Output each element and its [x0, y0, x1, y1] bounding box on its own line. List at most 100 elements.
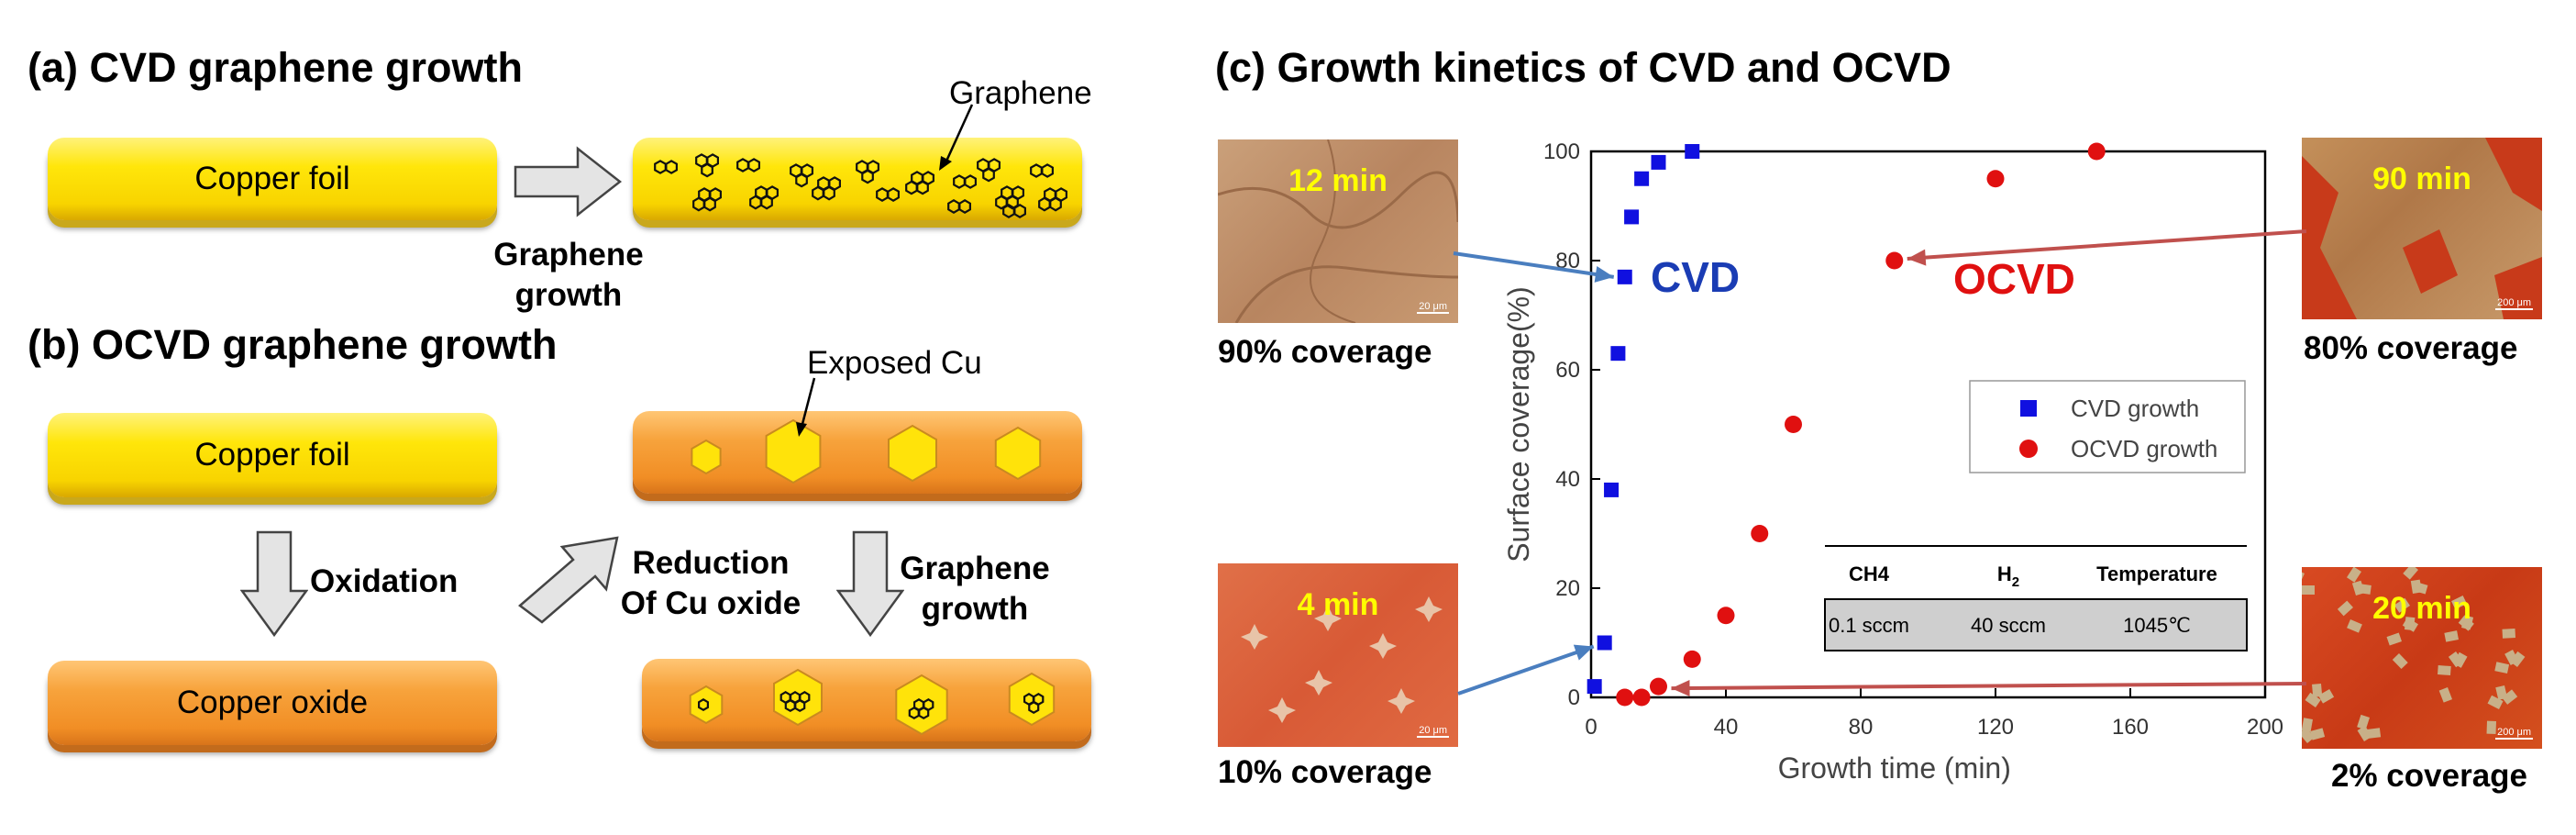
x-tick-label: 80: [1849, 715, 1874, 740]
exposed-cu-hexagon: [1008, 672, 1056, 727]
graphene-domain: [2392, 653, 2408, 670]
y-axis-label: Surface coverage(%): [1502, 286, 1535, 562]
graphene-ring: [958, 199, 971, 214]
graphene-ring: [1028, 701, 1040, 714]
ocvd-pointer-arrow: [1671, 682, 2307, 691]
cvd-data-point: [1685, 144, 1700, 159]
cvd-data-point: [1587, 679, 1602, 695]
graphene-domain: [2305, 692, 2321, 707]
exposed-cu-pointer-arrow: [796, 377, 816, 437]
panel-c-title: (c) Growth kinetics of CVD and OCVD: [1215, 44, 1951, 91]
cvd-annotation: CVD: [1651, 253, 1740, 301]
ocvd-pointer-arrow-head: [1671, 679, 1690, 696]
micrograph-12min: 12 min 20 μm: [1218, 139, 1458, 323]
graphene-ring: [812, 185, 824, 201]
ocvd-pointer-arrow: [1907, 229, 2307, 261]
coverage-80-label: 80% coverage: [2304, 330, 2518, 366]
table-cell: 0.1 sccm: [1829, 614, 1909, 637]
cvd-pointer-arrow-head: [1594, 266, 1614, 283]
y-tick-label: 100: [1543, 139, 1580, 164]
graphene-ring: [908, 707, 920, 719]
ocvd-pointer-arrow-head: [1907, 249, 1927, 266]
graphene-domain: [2501, 689, 2518, 705]
legend-marker: [2020, 400, 2037, 417]
graphene-ring: [887, 187, 900, 202]
cvd-pointer-arrow-head: [1573, 644, 1594, 661]
x-tick-label: 120: [1977, 715, 2014, 740]
graphene-domain: [2302, 727, 2315, 743]
graphene-domain: [2495, 685, 2508, 700]
exposed-cu-hexagon: [888, 424, 937, 483]
down-arrow-icon: [240, 530, 308, 638]
graphene-domain: [2487, 695, 2504, 709]
graphene-domain: [2386, 632, 2402, 646]
graphene-ring: [779, 691, 791, 704]
graphene-ring: [795, 173, 808, 188]
cvd-data-point: [1624, 209, 1640, 225]
scale-bar: 200 μm: [2495, 297, 2533, 310]
ocvd-annotation: OCVD: [1953, 255, 2075, 303]
exposed-cu-label: Exposed Cu: [807, 345, 982, 381]
ocvd-data-point: [1683, 650, 1701, 668]
graphene-domain: [2438, 665, 2451, 676]
table-cell: 40 sccm: [1971, 614, 2046, 637]
ocvd-data-point: [1650, 677, 1667, 696]
graphene-domain: [2403, 567, 2418, 580]
y-tick-label: 60: [1555, 358, 1580, 383]
graphene-domain: [2444, 630, 2460, 642]
x-tick-label: 40: [1714, 715, 1739, 740]
cvd-data-point: [1604, 482, 1620, 497]
x-tick-label: 0: [1585, 715, 1597, 740]
copper-foil-a: Copper foil: [48, 138, 497, 220]
table-header: CH4: [1849, 562, 1890, 585]
coverage-90-label: 90% coverage: [1218, 334, 1432, 370]
ocvd-data-point: [1986, 170, 2005, 188]
graphene-domain: [2310, 728, 2326, 740]
micrograph-20min-time: 20 min: [2372, 591, 2471, 626]
micrograph-90min-time: 90 min: [2372, 161, 2471, 196]
oxidation-label: Oxidation: [310, 563, 459, 599]
graphene-domain: [2458, 616, 2474, 631]
y-tick-label: 20: [1555, 576, 1580, 601]
graphene-domain: [2494, 662, 2510, 674]
graphene-domain: [1388, 688, 1415, 714]
graphene-domain: [2413, 581, 2428, 595]
x-tick-label: 200: [2247, 715, 2283, 740]
graphene-domain: [2357, 714, 2371, 730]
graphene-domain: [2302, 585, 2315, 595]
legend-marker: [2019, 440, 2038, 458]
ocvd-data-point: [1785, 416, 1802, 433]
graphene-domain: [1268, 697, 1296, 723]
exposed-cu-hexagons: [691, 418, 1042, 484]
diagonal-up-arrow-icon: [518, 536, 619, 624]
down-arrow-icon-2: [836, 530, 904, 638]
graphene-domain: [2318, 689, 2335, 704]
micrograph-90min: 90 min 200 μm: [2302, 138, 2542, 319]
cvd-data-point: [1651, 154, 1666, 170]
graphene-domain: [2337, 600, 2353, 617]
coverage-2-label: 2% coverage: [2331, 758, 2528, 794]
exposed-cu-hexagon: [689, 685, 724, 725]
copper-foil-b: Copper foil: [48, 413, 497, 497]
graphene-domain: [2504, 649, 2519, 666]
legend-label: CVD growth: [2071, 395, 2199, 422]
graphene-ring: [697, 698, 710, 711]
exposed-cu-hexagon: [765, 418, 822, 484]
graphene-ring: [1013, 204, 1026, 218]
graphene-domain: [2486, 720, 2496, 734]
ocvd-data-point: [2087, 142, 2106, 161]
graphene-domain: [2451, 596, 2467, 610]
exposed-cu-hexagon: [691, 439, 722, 475]
y-tick-label: 40: [1555, 467, 1580, 492]
copper-foil-a-label: Copper foil: [194, 161, 350, 196]
graphene-domain: [2302, 718, 2313, 732]
exposed-cu-hexagon: [994, 426, 1042, 481]
micrograph-12min-time: 12 min: [1288, 163, 1388, 198]
scale-bar: 20 μm: [1417, 725, 1449, 738]
graphene-ring: [692, 196, 705, 212]
exposed-cu-hexagon: [773, 668, 823, 727]
graphene-ring: [1038, 196, 1051, 212]
x-axis-label: Growth time (min): [1778, 752, 2011, 785]
y-tick-label: 0: [1568, 685, 1580, 710]
